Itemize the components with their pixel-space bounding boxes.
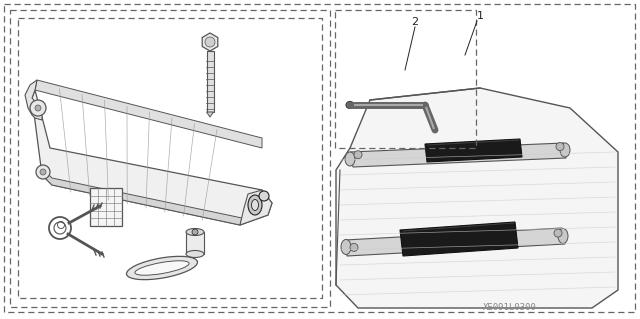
Circle shape — [40, 169, 46, 175]
Polygon shape — [350, 143, 566, 167]
Text: XE091L0300: XE091L0300 — [483, 303, 537, 313]
Ellipse shape — [252, 199, 259, 211]
Polygon shape — [345, 228, 565, 256]
Text: 2: 2 — [412, 17, 419, 27]
Ellipse shape — [560, 143, 570, 157]
Circle shape — [36, 165, 50, 179]
Ellipse shape — [127, 256, 198, 280]
Text: 1: 1 — [477, 11, 483, 21]
Polygon shape — [240, 190, 272, 225]
Circle shape — [354, 151, 362, 159]
Polygon shape — [32, 90, 272, 225]
Polygon shape — [35, 80, 262, 148]
Polygon shape — [186, 232, 204, 254]
Ellipse shape — [186, 228, 204, 235]
Polygon shape — [207, 112, 214, 117]
Ellipse shape — [341, 240, 351, 255]
Polygon shape — [25, 80, 42, 120]
Circle shape — [192, 229, 198, 235]
Polygon shape — [42, 168, 242, 225]
Polygon shape — [400, 222, 518, 256]
Polygon shape — [90, 188, 122, 226]
Polygon shape — [336, 88, 618, 308]
Circle shape — [350, 243, 358, 251]
Ellipse shape — [248, 195, 262, 215]
FancyBboxPatch shape — [207, 51, 214, 112]
Ellipse shape — [345, 152, 355, 166]
Polygon shape — [202, 33, 218, 51]
Circle shape — [554, 229, 562, 237]
Ellipse shape — [135, 261, 189, 275]
Ellipse shape — [346, 101, 354, 108]
Ellipse shape — [431, 127, 438, 133]
Ellipse shape — [186, 250, 204, 257]
Circle shape — [556, 143, 564, 151]
Circle shape — [35, 105, 41, 111]
Circle shape — [30, 100, 46, 116]
Circle shape — [205, 37, 215, 47]
Ellipse shape — [558, 228, 568, 243]
Circle shape — [259, 191, 269, 201]
Polygon shape — [425, 139, 522, 162]
